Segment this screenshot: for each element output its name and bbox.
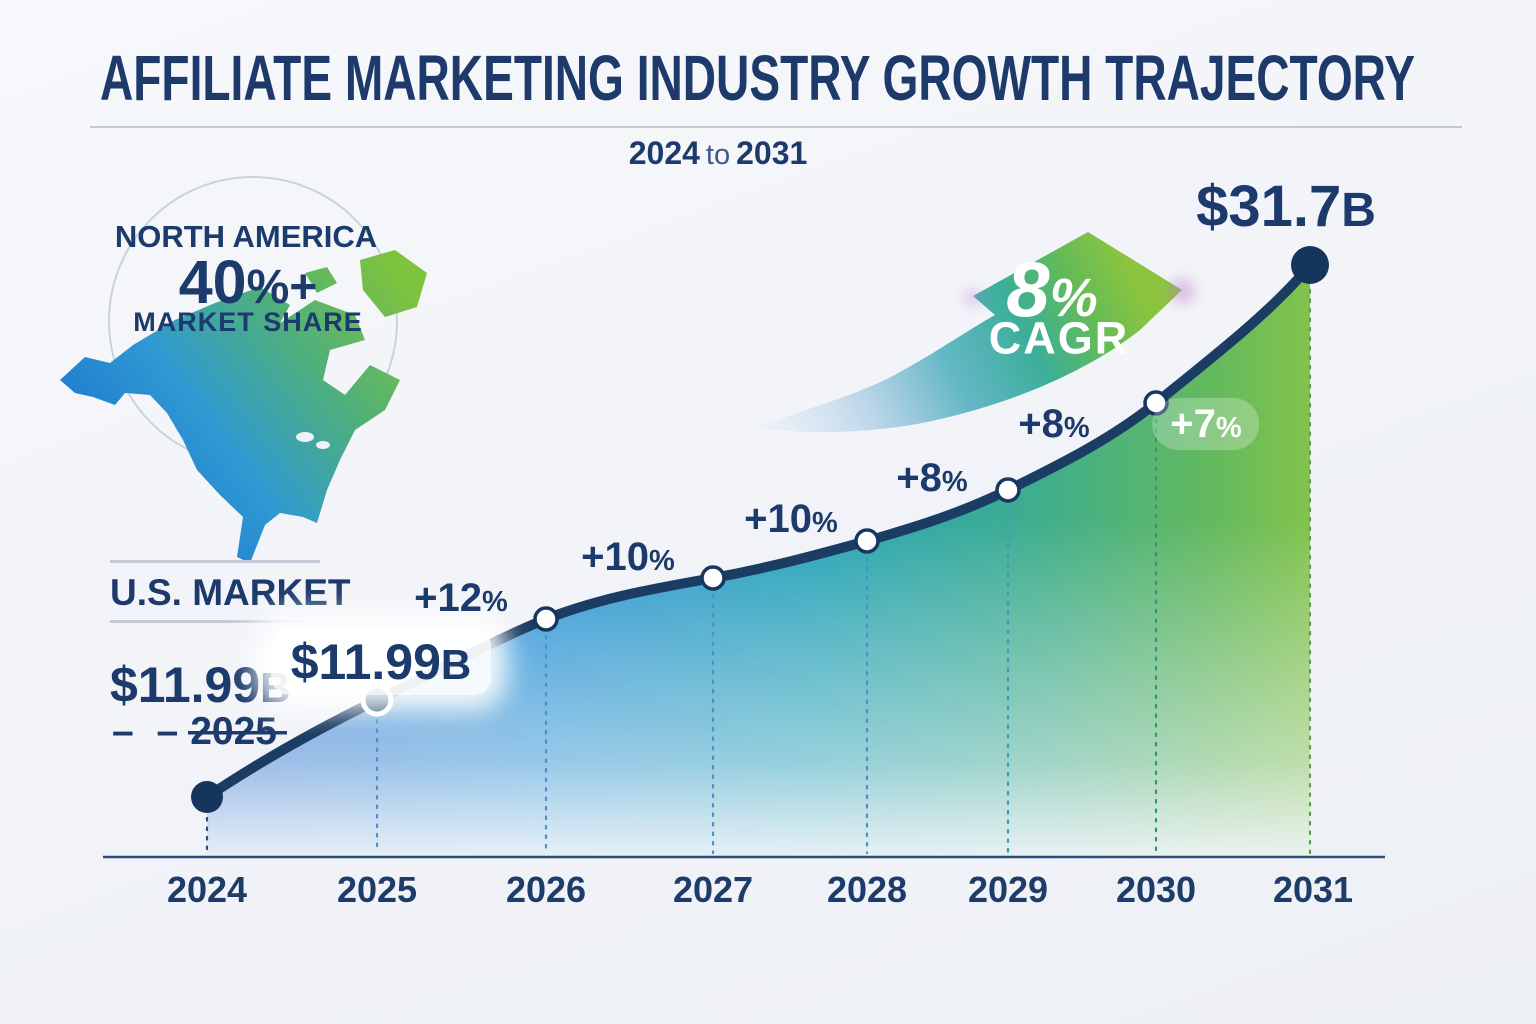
growth-label-2029: +8% [896,456,968,500]
greenland-shape [360,250,427,317]
continent-shape [60,287,400,563]
value-label-2031: $31.7B [1196,174,1376,239]
us-market-rule-bottom [110,620,322,623]
great-lake [296,432,314,442]
axis-label-2027: 2027 [672,869,754,910]
axis-label-2030: 2030 [1115,869,1197,910]
range-connector: to [705,139,731,171]
axis-label-2025: 2025 [336,869,418,910]
area-fade-overlay [207,265,1310,858]
struck-year: 2025 [188,710,287,753]
arctic-island-shape [305,267,337,293]
region-name: NORTH AMERICA [114,219,378,254]
north-america-map [60,250,427,563]
growth-label-2028: +10% [744,497,838,541]
point-2027 [700,565,726,591]
arrow-tip-glow [1169,278,1195,304]
page-title: AFFILIATE MARKETING INDUSTRY GROWTH TRAJ… [100,42,1415,114]
cagr-value: 8% [1006,245,1098,333]
region-share-value: 40%+ [178,248,318,316]
region-share-label: MARKET SHARE [133,307,363,337]
range-end-year: 2031 [736,135,808,171]
arrow-barb-glow [964,289,982,307]
growth-label-2026: +12% [414,576,508,620]
range-start-year: 2024 [628,135,700,171]
us-market-heading: U.S. MARKET [110,572,351,613]
us-market-value: $11.99B [110,657,291,713]
axis-label-2029: 2029 [967,869,1049,910]
cagr-label: CAGR [988,312,1130,364]
point-2026 [533,606,559,632]
us-market-year: – –2025 [112,710,287,753]
point-2028 [854,528,880,554]
point-2024 [191,781,223,813]
point-2031 [1291,246,1329,284]
axis-label-2028: 2028 [826,869,908,910]
us-market-rule-top [110,560,320,563]
point-2029 [995,477,1021,503]
cagr-arrow [757,232,1182,433]
axis-label-2026: 2026 [505,869,587,910]
title-divider [90,126,1462,128]
axis-label-2031: 2031 [1272,869,1354,910]
growth-label-2030: +8% [1018,402,1090,446]
strike-dashes: – – [112,710,185,753]
point-2030 [1143,390,1169,416]
value-callout-2025: $11.99B [270,629,492,695]
growth-label-2027: +10% [581,535,675,579]
date-range-subtitle: 2024 to 2031 [629,137,808,170]
axis-label-2024: 2024 [166,869,248,910]
growth-label-2031: +7% [1152,398,1260,450]
great-lake [316,441,330,449]
